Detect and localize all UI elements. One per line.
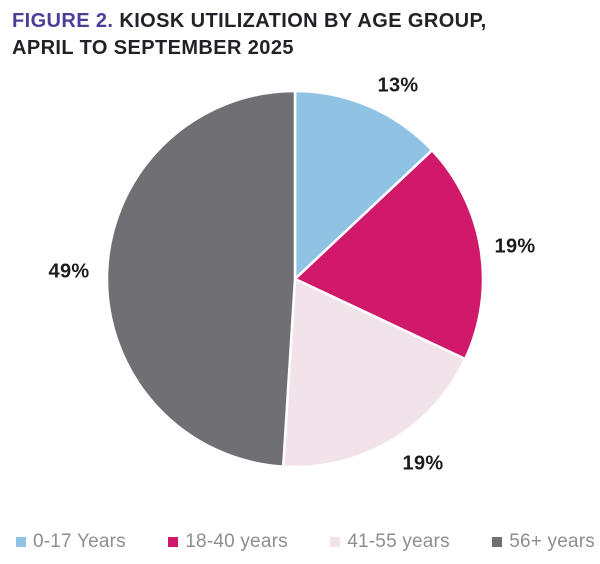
legend: 0-17 Years 18-40 years 41-55 years 56+ y… xyxy=(16,531,595,553)
legend-label-56plus: 56+ years xyxy=(509,531,595,552)
legend-swatch-18-40 xyxy=(168,537,179,547)
figure-title-line1: KIOSK UTILIZATION BY AGE GROUP, xyxy=(113,10,487,32)
pie-slice-0-17-years xyxy=(293,89,434,281)
legend-label-41-55: 41-55 years xyxy=(347,531,450,552)
pie-slice-56-years xyxy=(105,89,297,468)
slice-value-0-17: 13% xyxy=(377,74,419,97)
legend-item-41-55: 41-55 years xyxy=(330,531,450,553)
legend-swatch-0-17 xyxy=(16,537,26,547)
legend-item-0-17: 0-17 Years xyxy=(16,531,126,553)
figure-title-line2: APRIL TO SEPTEMBER 2025 xyxy=(12,37,294,59)
slice-value-56plus: 49% xyxy=(48,260,90,283)
figure-title: FIGURE 2. KIOSK UTILIZATION BY AGE GROUP… xyxy=(12,8,588,62)
legend-item-56plus: 56+ years xyxy=(492,531,595,553)
legend-label-18-40: 18-40 years xyxy=(185,531,288,552)
legend-item-18-40: 18-40 years xyxy=(168,531,288,553)
slice-value-41-55: 19% xyxy=(402,452,444,475)
legend-swatch-56plus xyxy=(492,537,503,547)
pie-slice-41-55-years xyxy=(281,277,467,469)
legend-swatch-41-55 xyxy=(330,537,341,547)
legend-label-0-17: 0-17 Years xyxy=(33,531,126,552)
slice-value-18-40: 19% xyxy=(494,235,536,258)
pie-slice-18-40-years xyxy=(293,149,485,361)
figure-number-label: FIGURE 2. xyxy=(12,10,114,32)
